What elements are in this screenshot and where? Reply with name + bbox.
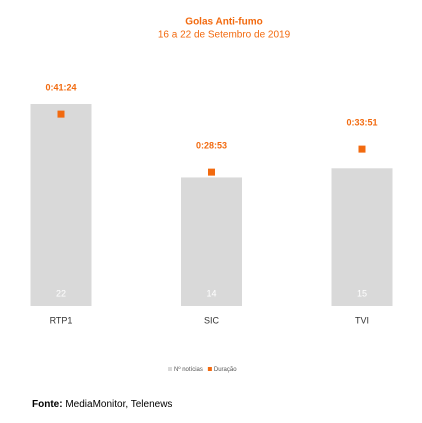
legend-swatch	[207, 367, 212, 371]
chart-title: Golas Anti-fumo	[185, 17, 262, 28]
legend-label: Nº notícias	[174, 366, 203, 373]
source-text: MediaMonitor, Telenews	[65, 399, 172, 410]
point	[208, 168, 215, 176]
point	[358, 145, 366, 153]
bar-value-label: 22	[56, 288, 66, 298]
point-value-label: 0:33:51	[346, 117, 377, 127]
point-value-label: 0:28:53	[196, 141, 227, 151]
legend-swatch	[168, 367, 172, 371]
source: Fonte: MediaMonitor, Telenews	[32, 399, 172, 410]
source-label: Fonte:	[32, 399, 63, 410]
bar	[181, 177, 242, 306]
bar	[331, 168, 393, 306]
point	[57, 110, 65, 118]
x-tick-label: RTP1	[50, 315, 73, 325]
bar	[30, 104, 92, 306]
bar-value-label: 15	[357, 288, 367, 298]
x-tick-label: SIC	[204, 315, 220, 325]
point-value-label: 0:41:24	[45, 82, 76, 92]
legend-label: Duração	[214, 367, 237, 373]
bar-value-label: 14	[206, 288, 216, 298]
chart-subtitle: 16 a 22 de Setembro de 2019	[158, 30, 291, 41]
x-tick-label: TVI	[355, 315, 369, 325]
